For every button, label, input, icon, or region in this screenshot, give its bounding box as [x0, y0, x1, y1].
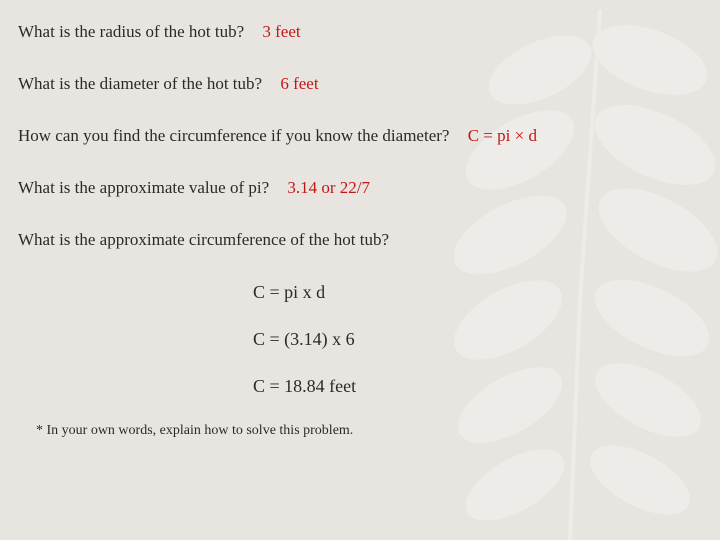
- answer-4: 3.14 or 22/7: [287, 178, 370, 197]
- equation-3: C = 18.84 feet: [18, 376, 702, 397]
- equation-1: C = pi x d: [18, 282, 702, 303]
- question-3: How can you find the circumference if yo…: [18, 126, 449, 145]
- question-2: What is the diameter of the hot tub?: [18, 74, 262, 93]
- question-row-2: What is the diameter of the hot tub? 6 f…: [18, 74, 702, 94]
- question-row-1: What is the radius of the hot tub? 3 fee…: [18, 22, 702, 42]
- question-row-3: How can you find the circumference if yo…: [18, 126, 702, 146]
- answer-2: 6 feet: [280, 74, 318, 93]
- question-4: What is the approximate value of pi?: [18, 178, 269, 197]
- question-5: What is the approximate circumference of…: [18, 230, 389, 249]
- equations: C = pi x d C = (3.14) x 6 C = 18.84 feet: [18, 282, 702, 397]
- equation-2: C = (3.14) x 6: [18, 329, 702, 350]
- answer-1: 3 feet: [262, 22, 300, 41]
- question-row-5: What is the approximate circumference of…: [18, 230, 702, 250]
- answer-3: C = pi × d: [468, 126, 537, 145]
- footnote: * In your own words, explain how to solv…: [18, 423, 702, 439]
- slide-content: What is the radius of the hot tub? 3 fee…: [0, 0, 720, 461]
- question-1: What is the radius of the hot tub?: [18, 22, 244, 41]
- question-row-4: What is the approximate value of pi? 3.1…: [18, 178, 702, 198]
